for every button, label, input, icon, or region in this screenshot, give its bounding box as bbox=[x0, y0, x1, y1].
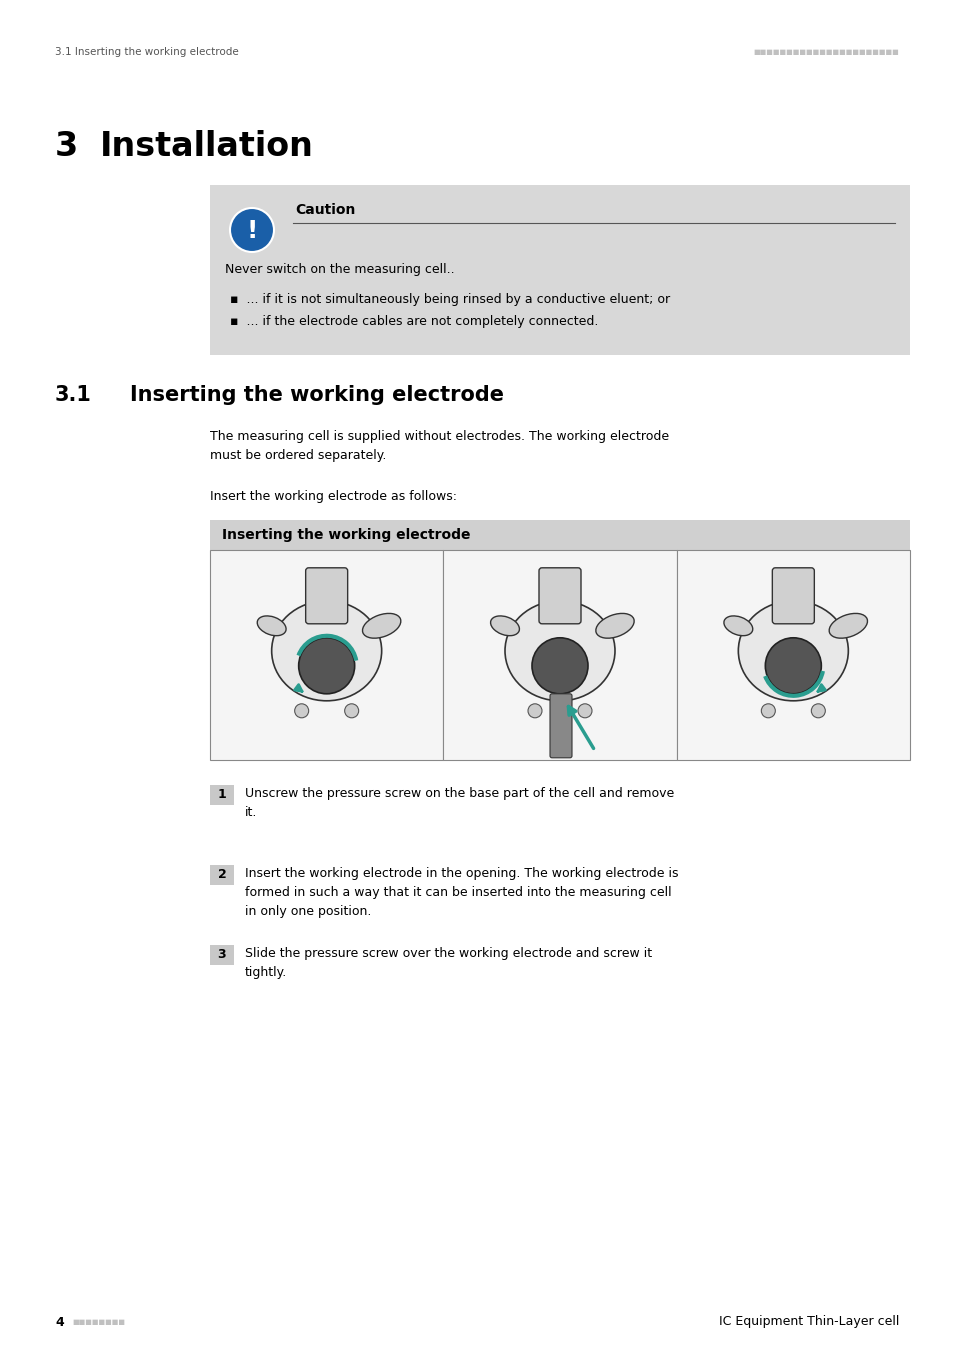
Text: 3: 3 bbox=[55, 130, 78, 163]
Ellipse shape bbox=[504, 601, 615, 701]
Text: Caution: Caution bbox=[294, 202, 355, 217]
Text: 3.1 Inserting the working electrode: 3.1 Inserting the working electrode bbox=[55, 47, 238, 57]
FancyBboxPatch shape bbox=[443, 549, 676, 760]
Circle shape bbox=[764, 637, 821, 694]
Text: Inserting the working electrode: Inserting the working electrode bbox=[222, 528, 470, 541]
FancyBboxPatch shape bbox=[305, 568, 347, 624]
Text: ■■■■■■■■■■■■■■■■■■■■■■: ■■■■■■■■■■■■■■■■■■■■■■ bbox=[753, 49, 898, 55]
Text: Unscrew the pressure screw on the base part of the cell and remove
it.: Unscrew the pressure screw on the base p… bbox=[245, 787, 674, 819]
Ellipse shape bbox=[738, 601, 847, 701]
Text: 3: 3 bbox=[217, 949, 226, 961]
Text: ▪  ... if the electrode cables are not completely connected.: ▪ ... if the electrode cables are not co… bbox=[230, 315, 598, 328]
Circle shape bbox=[578, 703, 592, 718]
Text: Installation: Installation bbox=[100, 130, 314, 163]
Text: ▪  ... if it is not simultaneously being rinsed by a conductive eluent; or: ▪ ... if it is not simultaneously being … bbox=[230, 293, 669, 306]
Text: 4: 4 bbox=[55, 1315, 64, 1328]
Text: 2: 2 bbox=[217, 868, 226, 882]
Circle shape bbox=[344, 703, 358, 718]
FancyBboxPatch shape bbox=[210, 865, 233, 886]
Ellipse shape bbox=[362, 613, 400, 639]
FancyBboxPatch shape bbox=[676, 549, 909, 760]
Text: 1: 1 bbox=[217, 788, 226, 802]
Text: Insert the working electrode in the opening. The working electrode is
formed in : Insert the working electrode in the open… bbox=[245, 867, 678, 918]
FancyBboxPatch shape bbox=[210, 945, 233, 965]
Circle shape bbox=[298, 637, 355, 694]
Circle shape bbox=[527, 703, 541, 718]
FancyBboxPatch shape bbox=[210, 520, 909, 549]
Text: Never switch on the measuring cell..: Never switch on the measuring cell.. bbox=[225, 263, 455, 275]
Text: IC Equipment Thin-Layer cell: IC Equipment Thin-Layer cell bbox=[718, 1315, 898, 1328]
Text: The measuring cell is supplied without electrodes. The working electrode
must be: The measuring cell is supplied without e… bbox=[210, 431, 668, 462]
Circle shape bbox=[294, 703, 309, 718]
Text: Inserting the working electrode: Inserting the working electrode bbox=[130, 385, 503, 405]
Text: !: ! bbox=[246, 219, 257, 243]
Ellipse shape bbox=[596, 613, 634, 639]
Circle shape bbox=[810, 703, 824, 718]
FancyBboxPatch shape bbox=[210, 185, 909, 355]
Ellipse shape bbox=[490, 616, 518, 636]
Text: 3.1: 3.1 bbox=[55, 385, 91, 405]
Circle shape bbox=[532, 637, 587, 694]
Ellipse shape bbox=[723, 616, 752, 636]
Ellipse shape bbox=[257, 616, 286, 636]
Circle shape bbox=[760, 703, 775, 718]
FancyBboxPatch shape bbox=[538, 568, 580, 624]
FancyBboxPatch shape bbox=[772, 568, 814, 624]
FancyBboxPatch shape bbox=[210, 549, 443, 760]
Text: Slide the pressure screw over the working electrode and screw it
tightly.: Slide the pressure screw over the workin… bbox=[245, 946, 652, 979]
Ellipse shape bbox=[828, 613, 866, 639]
FancyBboxPatch shape bbox=[550, 694, 572, 757]
FancyBboxPatch shape bbox=[210, 784, 233, 805]
Text: ■■■■■■■■: ■■■■■■■■ bbox=[71, 1319, 125, 1324]
Text: Insert the working electrode as follows:: Insert the working electrode as follows: bbox=[210, 490, 456, 504]
Ellipse shape bbox=[272, 601, 381, 701]
Circle shape bbox=[230, 208, 274, 252]
